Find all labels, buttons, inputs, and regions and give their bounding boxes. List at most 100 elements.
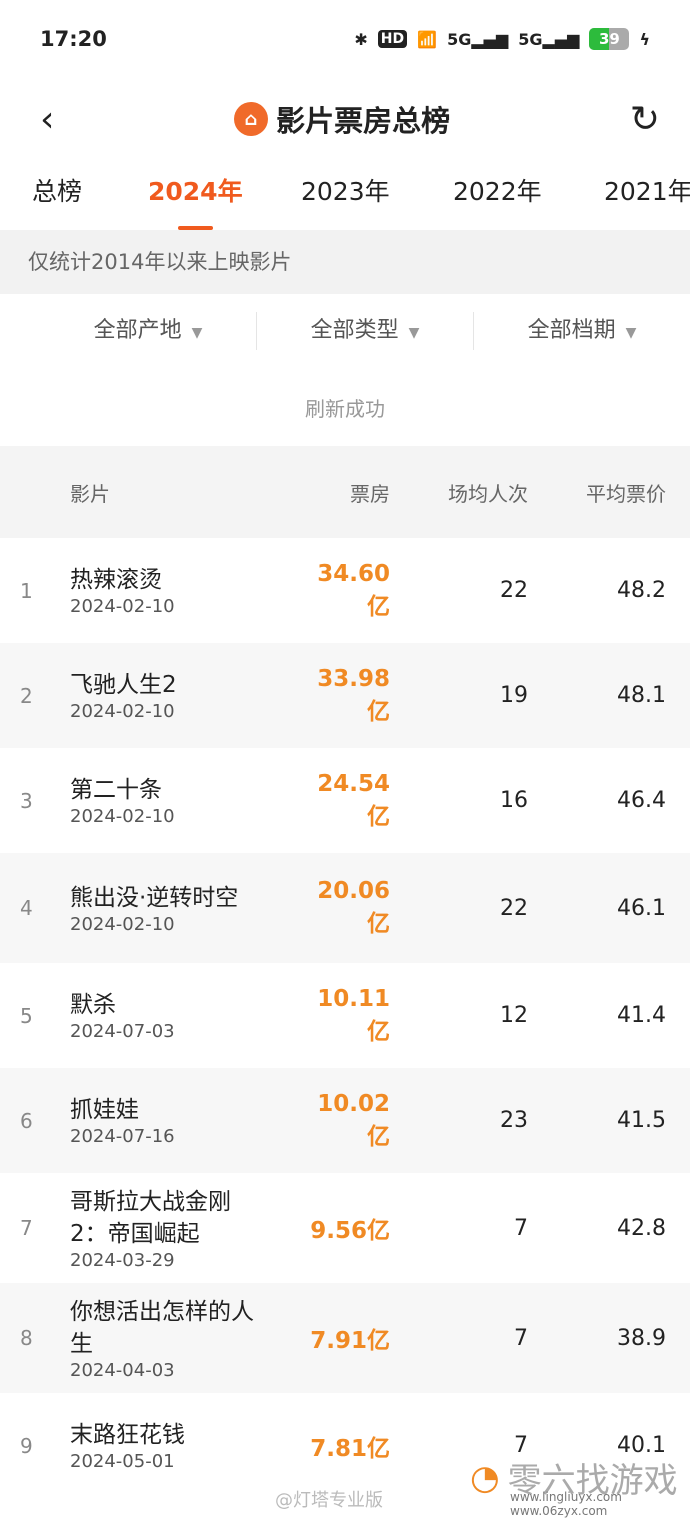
avg-price: 46.1 — [617, 895, 666, 921]
film-name: 第二十条 — [70, 777, 162, 803]
avg-price: 38.9 — [617, 1325, 666, 1351]
back-icon[interactable]: ‹ — [40, 98, 55, 140]
battery-icon: 39 — [589, 28, 630, 50]
release-date: 2024-05-01 — [70, 1451, 175, 1472]
film-name: 默杀 — [70, 992, 116, 1018]
table-header: 影片 票房 场均人次 平均票价 — [0, 446, 690, 538]
avg-price: 46.4 — [617, 788, 666, 813]
filter-genre[interactable]: 全部类型 ▼ — [257, 312, 474, 350]
col-avg-attendance[interactable]: 场均人次 — [448, 481, 528, 506]
charging-icon: ϟ — [639, 29, 650, 49]
table-row[interactable]: 9 末路狂花钱 2024-05-01 7.81亿 7 40.1 — [0, 1393, 690, 1498]
rank: 7 — [20, 1216, 33, 1240]
box-office: 10.02亿 — [317, 1090, 390, 1150]
avg-attendance: 16 — [500, 788, 528, 813]
signal-icon-2: 5G▂▄▆ — [518, 29, 580, 49]
tab-total[interactable]: 总榜 — [32, 177, 83, 206]
clock: 17:20 — [40, 27, 107, 51]
refresh-message: 刷新成功 — [305, 397, 385, 421]
release-date: 2024-07-16 — [70, 1126, 175, 1147]
box-office: 20.06亿 — [317, 878, 390, 937]
page-title: 影片票房总榜 — [276, 104, 451, 138]
table-row[interactable]: 1 热辣滚烫 2024-02-10 34.60亿 22 48.2 — [0, 538, 690, 643]
status-bar: 17:20 ✱ HD 📶 5G▂▄▆ 5G▂▄▆ 39 ϟ — [0, 0, 690, 78]
lighthouse-logo-icon: ⌂ — [234, 102, 269, 136]
table-row[interactable]: 8 你想活出怎样的人生 2024-04-03 7.91亿 7 38.9 — [0, 1283, 690, 1393]
rank: 8 — [20, 1326, 33, 1350]
box-office: 33.98亿 — [317, 665, 390, 725]
rank: 3 — [20, 788, 33, 813]
avg-price: 40.1 — [617, 1433, 666, 1458]
rank: 6 — [20, 1108, 33, 1133]
rank: 5 — [20, 1003, 33, 1028]
film-name: 飞驰人生2 — [70, 672, 177, 698]
avg-attendance: 7 — [514, 1433, 528, 1458]
col-film: 影片 — [70, 481, 110, 506]
film-name: 热辣滚烫 — [70, 567, 162, 593]
avg-attendance: 19 — [500, 683, 528, 708]
film-name: 你想活出怎样的人生 — [70, 1298, 254, 1357]
box-office: 9.56亿 — [310, 1218, 390, 1244]
brand-watermark: ◔ 零六找游戏 — [470, 1457, 678, 1502]
box-office: 34.60亿 — [317, 560, 390, 620]
weibo-watermark: @灯塔专业版 — [275, 1490, 383, 1511]
film-name: 哥斯拉大战金刚2：帝国崛起 — [70, 1188, 231, 1247]
release-date: 2024-02-10 — [70, 806, 175, 827]
avg-attendance: 23 — [500, 1108, 528, 1133]
watermark: @灯塔专业版 ◔ 零六找游戏 www.lingliuyx.com www.06zy… — [275, 1458, 690, 1518]
release-date: 2024-03-29 — [70, 1249, 175, 1271]
avg-price: 41.5 — [617, 1108, 666, 1133]
table-row[interactable]: 4 熊出没·逆转时空 2024-02-10 20.06亿 22 46.1 — [0, 853, 690, 963]
avg-attendance: 22 — [500, 578, 528, 603]
header: ‹ ⌂ 影片票房总榜 ↻ — [0, 78, 690, 160]
tab-2022[interactable]: 2022年 — [453, 177, 542, 206]
dropdown-triangle-icon: ▼ — [191, 325, 203, 341]
release-date: 2024-02-10 — [70, 913, 175, 935]
table-row[interactable]: 7 哥斯拉大战金刚2：帝国崛起 2024-03-29 9.56亿 7 42.8 — [0, 1173, 690, 1283]
film-name: 熊出没·逆转时空 — [70, 884, 239, 911]
film-name: 末路狂花钱 — [70, 1422, 185, 1448]
avg-attendance: 12 — [500, 1003, 528, 1028]
filter-region[interactable]: 全部产地 ▼ — [0, 312, 257, 350]
avg-attendance: 7 — [514, 1215, 528, 1241]
site-watermark: www.lingliuyx.com www.06zyx.com — [510, 1490, 622, 1518]
film-name: 抓娃娃 — [70, 1097, 139, 1123]
ranking-list: 1 热辣滚烫 2024-02-10 34.60亿 22 48.2 2 飞驰人生2 20… — [0, 538, 690, 1498]
bluetooth-icon: ✱ — [354, 29, 368, 49]
tab-2021[interactable]: 2021年 — [604, 177, 690, 206]
box-office: 10.11亿 — [317, 985, 390, 1045]
box-office: 7.91亿 — [310, 1328, 390, 1354]
avg-price: 42.8 — [617, 1215, 666, 1241]
refresh-icon[interactable]: ↻ — [629, 98, 660, 140]
col-avg-price[interactable]: 平均票价 — [586, 481, 666, 506]
hd-icon: HD — [377, 30, 408, 48]
rank: 4 — [20, 896, 33, 920]
release-date: 2024-02-10 — [70, 596, 175, 617]
swirl-logo-icon: ◔ — [470, 1457, 500, 1498]
table-row[interactable]: 2 飞驰人生2 2024-02-10 33.98亿 19 48.1 — [0, 643, 690, 748]
box-office: 24.54亿 — [317, 770, 390, 830]
col-box-office[interactable]: 票房 — [350, 481, 390, 506]
table-row[interactable]: 6 抓娃娃 2024-07-16 10.02亿 23 41.5 — [0, 1068, 690, 1173]
dropdown-triangle-icon: ▼ — [408, 325, 420, 341]
filters: 全部产地 ▼ 全部类型 ▼ 全部档期 ▼ — [0, 294, 690, 368]
table-row[interactable]: 5 默杀 2024-07-03 10.11亿 12 41.4 — [0, 963, 690, 1068]
dropdown-triangle-icon: ▼ — [625, 325, 637, 341]
year-tabs: 总榜 2024年 2023年 2022年 2021年 — [0, 160, 690, 230]
release-date: 2024-04-03 — [70, 1359, 175, 1381]
tab-2023[interactable]: 2023年 — [301, 177, 390, 206]
signal-icon: 5G▂▄▆ — [447, 29, 509, 49]
avg-price: 48.2 — [617, 578, 666, 603]
stats-note: 仅统计2014年以来上映影片 — [0, 230, 690, 294]
rank: 9 — [20, 1433, 33, 1458]
tab-2024[interactable]: 2024年 — [148, 172, 243, 230]
avg-attendance: 7 — [514, 1325, 528, 1351]
box-office: 7.81亿 — [310, 1435, 390, 1462]
filter-season[interactable]: 全部档期 ▼ — [527, 318, 637, 343]
table-row[interactable]: 3 第二十条 2024-02-10 24.54亿 16 46.4 — [0, 748, 690, 853]
release-date: 2024-02-10 — [70, 701, 175, 722]
rank: 2 — [20, 683, 33, 708]
avg-price: 48.1 — [617, 683, 666, 708]
wifi-icon: 📶 — [417, 29, 438, 49]
rank: 1 — [20, 578, 33, 603]
